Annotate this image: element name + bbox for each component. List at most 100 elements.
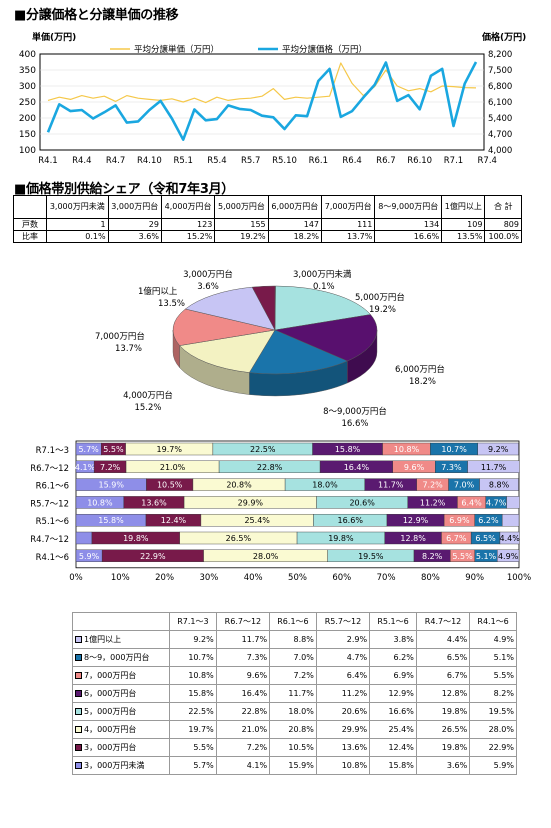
row-label: 4，000万円台 (84, 725, 137, 734)
x-tick-label: 100% (507, 573, 531, 583)
pie-value-label: 15.2% (134, 403, 161, 413)
x-tick-label: R7.4 (478, 156, 497, 166)
table-cell: 5.5% (169, 738, 217, 757)
table-cell: 123 (160, 218, 216, 231)
bar-data-label: 12.4% (161, 516, 187, 525)
pie-value-label: 3.6% (197, 282, 219, 292)
bar-data-label: 16.4% (344, 463, 370, 472)
row-label: 1億円以上 (84, 635, 122, 644)
bar-category-label: R6.1～6 (36, 482, 69, 492)
bar-segment (75, 531, 93, 545)
column-header: 3,000万円未満 (46, 195, 109, 219)
table-cell: 1 (46, 218, 109, 231)
x-tick-label: R6.4 (342, 156, 361, 166)
table-cell: 12.4% (369, 738, 417, 757)
x-tick-label: R7.1 (444, 156, 463, 166)
column-header: R5.1～6 (369, 612, 417, 631)
table-cell: 15.8% (369, 756, 417, 775)
bar-data-label: 22.8% (257, 463, 283, 472)
share-section-title: ■価格帯別供給シェア（令和7年3月） (14, 182, 234, 197)
table-cell: 7.0% (269, 648, 317, 667)
table-cell: 16.6% (369, 702, 417, 721)
pie-label: 7,000万円台 (95, 331, 145, 342)
table-cell: 15.9% (269, 756, 317, 775)
table-cell: 7.3% (215, 648, 271, 667)
table-cell: 809 (484, 218, 522, 231)
legend-swatch (75, 654, 82, 661)
bar-data-label: 8.8% (489, 481, 510, 490)
bar-data-label: 11.7% (481, 463, 507, 472)
table-cell: 16.6% (374, 230, 443, 243)
pie-value-label: 16.6% (341, 419, 368, 429)
period-share-stacked-bar-chart: R7.1～3 5.7% 5.5% 19.7% 22.5% 15.8% 10.8% 10.7% 9… (30, 440, 531, 583)
y2-tick-label: 4,000 (488, 146, 512, 156)
table-cell: 19.8% (415, 702, 471, 721)
table-row: 戸数 1 29 123 155 147 111 134 109 809 (13, 218, 522, 231)
column-header: 1億円以上 (441, 195, 486, 219)
table-cell: 13.5% (441, 230, 486, 243)
table-row: 4，000万円台 19.7% 21.0% 20.8% 29.9% 25.4% 26.5% 28… (72, 720, 517, 739)
bar-data-label: 12.9% (403, 516, 429, 525)
column-header: 8〜9,000万円台 (374, 195, 443, 219)
bar-segment (467, 460, 520, 473)
column-header: 合 計 (484, 195, 522, 219)
row-header: 4，000万円台 (72, 720, 170, 739)
bar-data-label: 20.8% (226, 481, 252, 490)
table-cell: 4.7% (315, 648, 371, 667)
table-cell: 7.2% (215, 738, 271, 757)
row-label: 5，000万円台 (84, 707, 137, 716)
bar-data-label: 19.5% (358, 552, 384, 561)
bar-data-label: 6.5% (475, 534, 496, 543)
bar-segment (497, 549, 520, 563)
x-tick-label: R6.1 (309, 156, 328, 166)
column-header: 6,000万円台 (267, 195, 323, 219)
table-cell: 13.6% (315, 738, 371, 757)
table-cell: 11.7% (215, 630, 271, 649)
legend-swatch (75, 672, 82, 679)
bar-data-label: 22.9% (140, 552, 166, 561)
bar-category-label: R7.1～3 (36, 446, 69, 456)
bar-data-label: 22.5% (250, 445, 276, 454)
legend-swatch (75, 636, 82, 643)
bar-data-label: 15.8% (335, 445, 361, 454)
row-header: 7，000万円台 (72, 666, 170, 685)
pie-value-label: 13.5% (158, 299, 185, 309)
table-row: 1億円以上 9.2% 11.7% 8.8% 2.9% 3.8% 4.4% 4.9% (72, 630, 517, 649)
bar-data-label: 29.9% (238, 498, 264, 507)
bar-data-label: 19.7% (157, 445, 183, 454)
bar-data-label: 6.2% (478, 516, 499, 525)
column-header: 5,000万円台 (214, 195, 269, 219)
table-cell: 19.5% (469, 702, 517, 721)
row-label: 3，000万円台 (84, 743, 137, 752)
pie-label: 4,000万円台 (123, 390, 173, 401)
table-cell: 147 (267, 218, 323, 231)
legend-swatch (75, 690, 82, 697)
bar-data-label: 5.5% (103, 445, 124, 454)
x-tick-label: R4.10 (137, 156, 162, 166)
table-row: 8～9，000万円台 10.7% 7.3% 7.0% 4.7% 6.2% 6.5% 5.1% (72, 648, 517, 667)
table-cell: 3.8% (369, 630, 417, 649)
table-cell: 8.2% (469, 684, 517, 703)
column-header: R4.1～6 (469, 612, 517, 631)
y2-axis-label: 価格(万円) (481, 31, 526, 43)
column-header: R5.7～12 (315, 612, 371, 631)
table-cell: 4.1% (215, 756, 271, 775)
table-cell: 3.6% (107, 230, 162, 243)
table-cell: 2.9% (315, 630, 371, 649)
table-cell: 29.9% (315, 720, 371, 739)
pie-value-label: 0.1% (313, 282, 335, 292)
bar-data-label: 10.8% (394, 445, 420, 454)
pie-slice (274, 314, 378, 362)
series-line-2 (46, 61, 478, 141)
bar-data-label: 6.4% (461, 498, 482, 507)
table-cell: 18.2% (267, 230, 323, 243)
x-tick-label: R5.4 (207, 156, 226, 166)
bar-data-label: 15.9% (99, 481, 125, 490)
table-cell: 5.1% (469, 648, 517, 667)
bar-data-label: 25.4% (244, 516, 270, 525)
table-row: 3，000万円未満 5.7% 4.1% 15.9% 10.8% 15.8% 3.6% 5.9% (72, 756, 517, 775)
bar-data-label: 5.1% (476, 552, 497, 561)
table-row: 7，000万円台 10.8% 9.6% 7.2% 6.4% 6.9% 6.7% 5.5% (72, 666, 517, 685)
bar-segment (479, 478, 519, 491)
table-cell: 134 (374, 218, 443, 231)
